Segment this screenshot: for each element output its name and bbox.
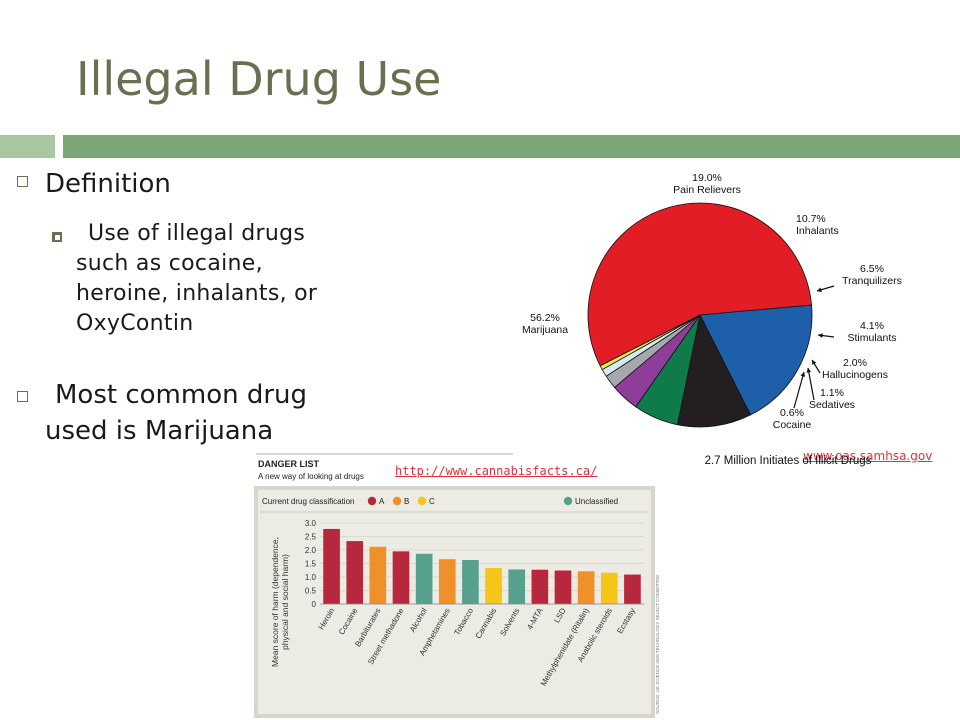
bar-anabolic-steroids — [600, 572, 618, 604]
sub-bullet-line: such as cocaine, — [76, 251, 263, 276]
bullet-line: used is Marijuana — [45, 416, 274, 446]
bar-methylphenidate-ritalin- — [577, 571, 595, 604]
pie-slices — [587, 202, 813, 428]
bar-4-mta — [531, 569, 549, 604]
danger-list-header: DANGER LIST — [258, 459, 320, 469]
legend-swatch — [417, 496, 427, 506]
legend-swatch — [563, 496, 573, 506]
pie-label-value: 1.1% — [820, 387, 844, 399]
pie-label-name: Pain Relievers — [673, 184, 741, 196]
pie-label-name: Cocaine — [773, 419, 812, 431]
pie-label-value: 10.7% — [796, 213, 826, 225]
sub-bullet-definition-text: Use of illegal drugs such as cocaine, he… — [76, 219, 376, 339]
bar-chart: DANGER LIST A new way of looking at drug… — [254, 453, 660, 718]
pie-slice-cocaine — [599, 314, 701, 371]
pie-leader-arrowhead — [806, 368, 812, 373]
pie-label-value: 0.6% — [780, 407, 804, 419]
bar-heroin — [323, 528, 340, 604]
square-bullet-icon — [17, 391, 28, 402]
bar-amphetamines — [438, 559, 456, 604]
pie-leader-arrowhead — [817, 287, 822, 293]
pie-leader-arrowhead — [800, 372, 806, 377]
legend-label: C — [429, 497, 435, 506]
y-tick-label: 0.5 — [305, 586, 317, 595]
bar-alcohol — [415, 553, 433, 604]
pie-leader-arrowhead — [818, 333, 823, 338]
bar-legend: Current drug classification A B C Unclassifi… — [260, 496, 649, 513]
accent-bar-right — [63, 135, 960, 158]
bar-street-methadone — [392, 551, 410, 604]
pie-label-name: Sedatives — [809, 399, 855, 411]
bar-barbiturates — [369, 546, 387, 604]
pie-label-name: Tranquilizers — [842, 275, 902, 287]
bar-tobacco — [462, 559, 479, 604]
bar-cocaine — [346, 541, 364, 604]
pie-slice-marijuana — [587, 202, 812, 367]
square-bullet-icon — [17, 176, 28, 187]
bullet-definition: Definition — [45, 169, 171, 199]
samhsa-link[interactable]: www.oas.samhsa.gov — [803, 449, 933, 463]
legend-label: Unclassified — [575, 497, 618, 506]
bar-solvents — [508, 569, 526, 604]
pie-label-name: Inhalants — [796, 225, 839, 237]
legend-label: A — [379, 497, 385, 506]
bullet-most-common: Most common drug used is Marijuana — [45, 377, 365, 449]
pie-slice-inhalants — [676, 313, 752, 428]
pie-label-value: 6.5% — [860, 263, 884, 275]
bullet-line: Most common drug — [55, 380, 308, 410]
pie-label-name: Hallucinogens — [822, 369, 888, 381]
y-tick-label: 1.5 — [305, 559, 317, 568]
bar-bars — [320, 528, 644, 605]
cannabisfacts-link[interactable]: http://www.cannabisfacts.ca/ — [395, 464, 598, 478]
legend-swatch — [367, 496, 377, 506]
y-tick-label: 3.0 — [305, 519, 317, 528]
bar-ecstasy — [624, 574, 641, 604]
slide-title: Illegal Drug Use — [76, 52, 442, 106]
pie-label-value: 4.1% — [860, 320, 884, 332]
pie-labels: 56.2%Marijuana 19.0%Pain Relievers 10.7%In… — [522, 172, 902, 431]
filled-square-bullet-icon — [52, 232, 62, 242]
y-tick-label: 2.5 — [305, 532, 317, 541]
bar-cannabis — [485, 568, 502, 604]
sub-bullet-line: Use of illegal drugs — [88, 221, 306, 246]
pie-label-name: Stimulants — [847, 332, 896, 344]
pie-chart: 56.2%Marijuana 19.0%Pain Relievers 10.7%In… — [522, 172, 902, 467]
y-tick-label: 1.0 — [305, 573, 317, 582]
pie-label-value: 19.0% — [692, 172, 722, 184]
bar-y-axis-label: Mean score of harm (dependence,physical … — [270, 537, 290, 667]
danger-list-subheader: A new way of looking at drugs — [258, 472, 364, 481]
pie-label-value: 2.0% — [843, 357, 867, 369]
sub-bullet-line: OxyContin — [76, 311, 194, 336]
y-tick-label: 0 — [312, 600, 317, 609]
bar-source-note: SOURCE: UK SCIENCE AND TECHNOLOGY SELECT… — [655, 575, 660, 714]
sub-bullet-line: heroine, inhalants, or — [76, 281, 318, 306]
bar-lsd — [554, 570, 572, 604]
accent-bar-left — [0, 135, 55, 158]
pie-slice-pain-relievers — [699, 304, 813, 416]
legend-title: Current drug classification — [262, 497, 354, 506]
pie-chart-title: 2.7 Million Initiates of Illicit Drugs — [705, 455, 872, 467]
pie-label-value: 56.2% — [530, 312, 560, 324]
pie-leader-arrowhead — [812, 360, 817, 365]
y-tick-label: 2.0 — [305, 546, 317, 555]
pie-leader-line — [807, 367, 815, 401]
legend-label: B — [404, 497, 409, 506]
legend-swatch — [392, 496, 402, 506]
pie-label-name: Marijuana — [522, 324, 568, 336]
pie-leader-line — [793, 371, 805, 409]
